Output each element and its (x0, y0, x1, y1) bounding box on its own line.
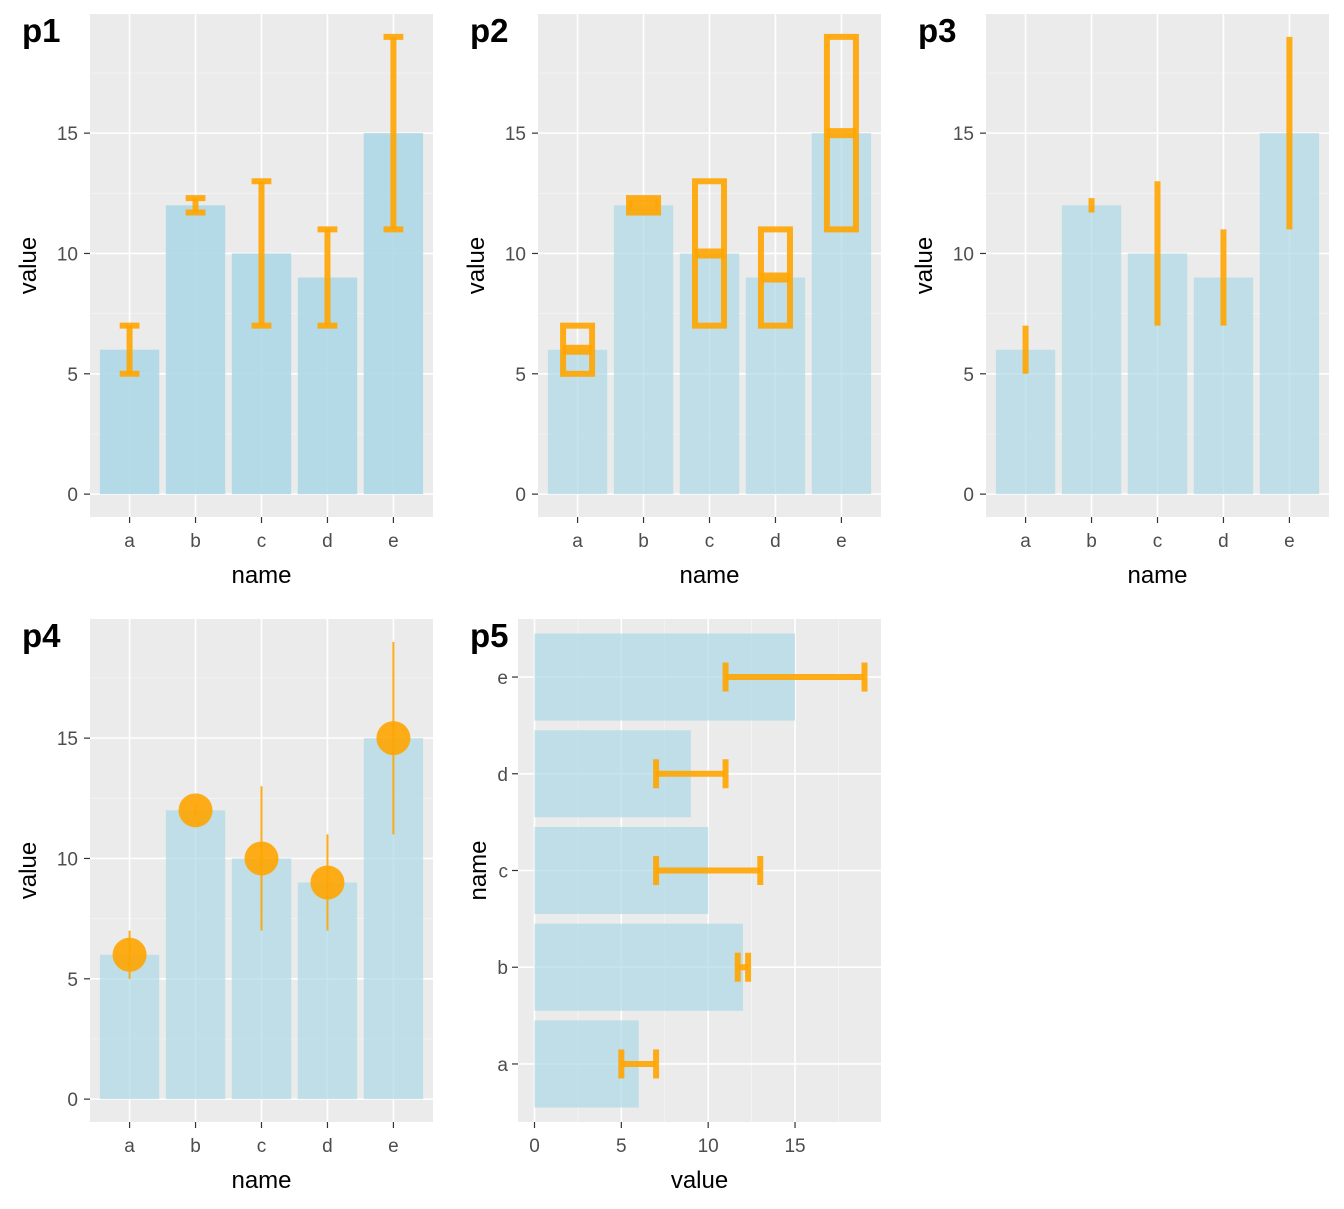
bar-b (165, 205, 226, 495)
x-tick-label: c (257, 531, 267, 552)
bar-b (534, 923, 743, 1011)
pointrange-point-e (376, 721, 411, 756)
panel-p4: 0 5 10 15 a b c d e name value p4 (15, 617, 433, 1194)
x-tick-label: c (257, 1136, 267, 1157)
bar-b (613, 205, 674, 495)
x-tick-label: b (190, 1136, 201, 1157)
x-tick-label: e (388, 531, 399, 552)
y-tick-label: 0 (515, 485, 526, 506)
errorbar-e (383, 33, 404, 233)
crossbar-c (691, 178, 728, 329)
errorbar-a (119, 322, 140, 377)
panel-p2: 0 5 10 15 a b c d e name value p2 (463, 12, 881, 589)
pointrange-point-c (244, 841, 279, 876)
x-axis-title: name (1127, 562, 1187, 589)
bar-c (679, 253, 740, 495)
x-tick-label: d (770, 531, 781, 552)
crossbar-e (823, 33, 859, 233)
panel-tag: p2 (470, 12, 509, 49)
x-axis-title: name (679, 562, 739, 589)
y-tick-label: 10 (505, 244, 526, 265)
y-tick-label: 10 (57, 849, 78, 870)
crossbar-d (757, 226, 793, 329)
x-tick-label: b (1086, 531, 1097, 552)
y-axis-title: value (15, 237, 42, 294)
x-tick-label: d (322, 531, 333, 552)
crossbar-a (560, 322, 596, 377)
x-tick-label: a (1020, 531, 1031, 552)
y-tick-label: a (497, 1055, 508, 1076)
pointrange-point-d (310, 865, 345, 900)
y-tick-label: 0 (963, 485, 974, 506)
bar-b (165, 810, 226, 1100)
x-tick-label: 15 (784, 1136, 805, 1157)
y-tick-label: 0 (67, 485, 78, 506)
y-tick-label: 5 (67, 970, 78, 991)
y-tick-label: e (497, 668, 508, 689)
errorbar-b (185, 195, 206, 216)
errorbar-e (722, 662, 868, 692)
y-tick-label: b (497, 958, 508, 979)
y-tick-label: 15 (57, 124, 78, 145)
bar-e (811, 133, 872, 495)
errorbar-b (734, 952, 752, 982)
x-tick-label: b (190, 531, 201, 552)
y-axis-title: value (911, 237, 938, 294)
x-tick-label: e (388, 1136, 399, 1157)
errorbar-d (317, 226, 338, 329)
panel-tag: p3 (918, 12, 957, 49)
panel-p1: 0 5 10 15 a b c d e name value p1 (15, 12, 433, 589)
errorbar-d (653, 759, 729, 789)
panel-p5: 0 5 10 15 a b c d e value name p5 (465, 617, 881, 1194)
x-tick-label: c (1153, 531, 1163, 552)
crossbar-b (626, 195, 662, 216)
errorbar-c (251, 178, 272, 329)
y-tick-label: 5 (67, 365, 78, 386)
y-tick-label: 15 (57, 729, 78, 750)
x-tick-label: a (124, 531, 135, 552)
x-tick-label: d (1218, 531, 1229, 552)
panel-tag: p4 (22, 617, 61, 654)
x-tick-label: 5 (616, 1136, 627, 1157)
x-axis-title: name (231, 562, 291, 589)
x-tick-label: c (705, 531, 715, 552)
y-tick-label: 10 (57, 244, 78, 265)
x-tick-label: e (1284, 531, 1295, 552)
y-axis-title: name (465, 840, 492, 900)
panel-tag: p1 (22, 12, 61, 49)
y-tick-label: 10 (953, 244, 974, 265)
panel-tag: p5 (470, 617, 509, 654)
y-tick-label: 0 (67, 1090, 78, 1111)
y-tick-label: c (499, 862, 509, 883)
y-tick-label: 5 (515, 365, 526, 386)
pointrange-point-b (178, 793, 213, 828)
x-axis-title: name (231, 1167, 291, 1194)
y-tick-label: 15 (505, 124, 526, 145)
x-tick-label: e (836, 531, 847, 552)
panel-p3: 0 5 10 15 a b c d e name value p3 (911, 12, 1329, 589)
x-tick-label: 10 (698, 1136, 719, 1157)
bar-b (1061, 205, 1122, 495)
x-tick-label: 0 (529, 1136, 540, 1157)
pointrange-point-a (112, 937, 147, 972)
y-tick-label: 5 (963, 365, 974, 386)
x-tick-label: d (322, 1136, 333, 1157)
x-tick-label: b (638, 531, 649, 552)
y-axis-title: value (15, 842, 42, 899)
y-tick-label: d (497, 765, 508, 786)
x-tick-label: a (572, 531, 583, 552)
x-tick-label: a (124, 1136, 135, 1157)
y-tick-label: 15 (953, 124, 974, 145)
y-axis-title: value (463, 237, 490, 294)
errorbar-a (618, 1049, 660, 1079)
x-axis-title: value (671, 1167, 728, 1194)
errorbar-c (653, 855, 764, 886)
bar-d (745, 277, 806, 495)
